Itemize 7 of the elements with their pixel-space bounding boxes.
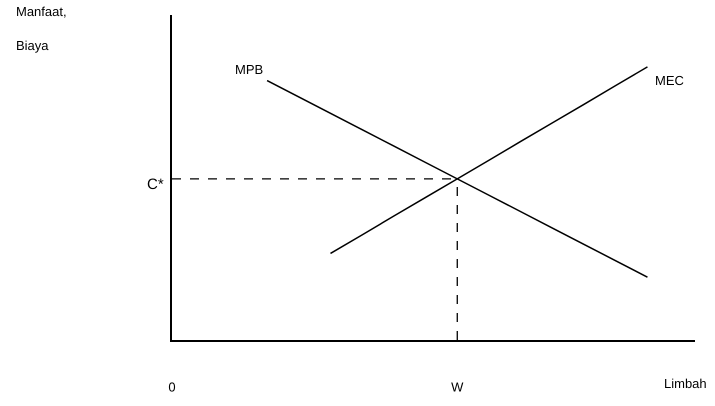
x-tick-label: W bbox=[451, 379, 464, 394]
series-label: MPB bbox=[235, 62, 264, 77]
ref-line-label: C* bbox=[147, 176, 164, 193]
series-label: MEC bbox=[655, 73, 684, 88]
x-axis-title: Limbah bbox=[664, 376, 707, 391]
text: Manfaat, Biaya bbox=[16, 4, 67, 53]
x-tick-label: 0 bbox=[168, 379, 176, 394]
